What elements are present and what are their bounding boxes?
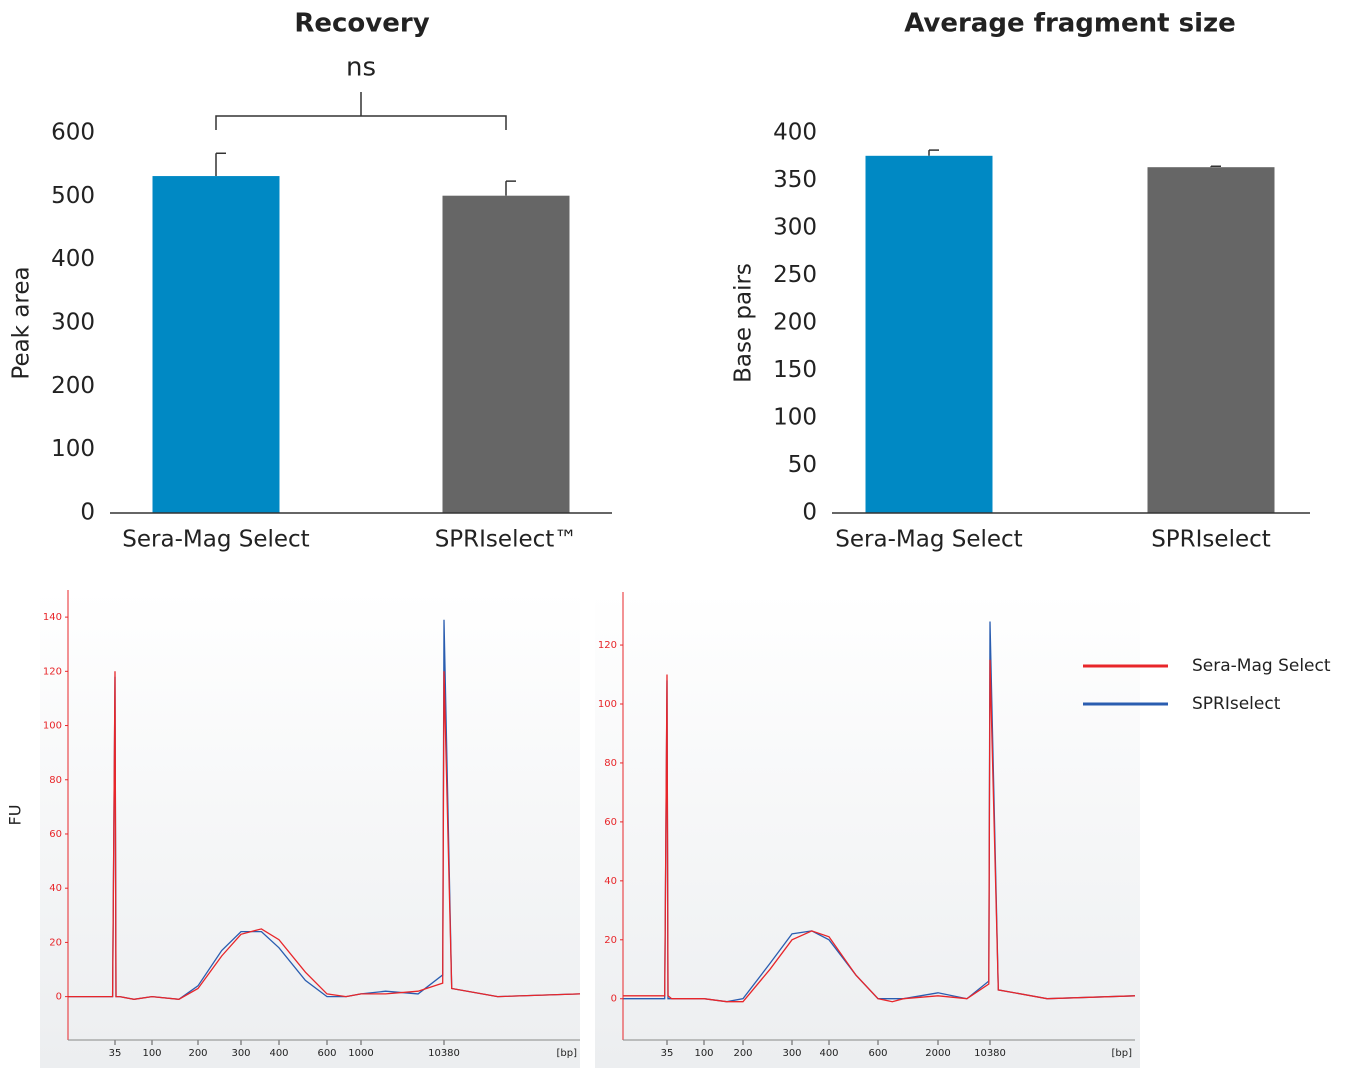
trace	[68, 671, 581, 1000]
x-tick-label: 600	[868, 1048, 887, 1059]
y-tick-label: 0	[80, 500, 95, 526]
trace	[623, 659, 1136, 1003]
y-tick-label: 100	[598, 699, 617, 710]
y-tick-label: 300	[51, 310, 95, 336]
x-tick-label: 200	[733, 1048, 752, 1059]
x-tick-label: 400	[269, 1048, 288, 1059]
y-tick-label: 50	[788, 452, 817, 478]
bar	[442, 195, 570, 513]
x-axis-label: [bp]	[1112, 1048, 1133, 1059]
x-tick-label: 10380	[974, 1048, 1006, 1059]
y-tick-label: 140	[43, 612, 62, 623]
y-tick-label: 350	[773, 167, 817, 193]
y-tick-label: 400	[51, 246, 95, 272]
x-tick-label: 10380	[428, 1048, 460, 1059]
y-tick-label: 100	[773, 405, 817, 431]
y-tick-label: 0	[611, 994, 617, 1005]
x-tick-label: Sera-Mag Select	[835, 527, 1022, 553]
plot-background	[595, 592, 1140, 1068]
y-tick-label: 120	[598, 640, 617, 651]
plot-background	[40, 590, 580, 1068]
chart-title: Average fragment size	[904, 9, 1236, 39]
x-tick-label: 1000	[348, 1048, 373, 1059]
y-tick-label: 150	[773, 357, 817, 383]
y-tick-label: 80	[604, 758, 617, 769]
y-tick-label: 120	[43, 666, 62, 677]
y-tick-label: 40	[604, 876, 617, 887]
bar	[152, 176, 280, 514]
y-tick-label: 80	[49, 775, 62, 786]
chart-title: Recovery	[294, 9, 429, 39]
x-tick-label: 100	[694, 1048, 713, 1059]
y-tick-label: 20	[604, 935, 617, 946]
x-tick-label: 300	[782, 1048, 801, 1059]
y-tick-label: 300	[773, 215, 817, 241]
y-tick-label: 60	[49, 829, 62, 840]
y-axis-label: Base pairs	[731, 263, 757, 383]
y-tick-label: 20	[49, 937, 62, 948]
legend-label: Sera-Mag Select	[1192, 656, 1331, 676]
y-tick-label: 100	[51, 436, 95, 462]
y-tick-label: 60	[604, 817, 617, 828]
y-tick-label: 200	[773, 310, 817, 336]
x-tick-label: SPRIselect™	[435, 527, 578, 553]
x-tick-label: Sera-Mag Select	[122, 527, 309, 553]
x-tick-label: 400	[819, 1048, 838, 1059]
y-tick-label: 400	[773, 120, 817, 146]
bar	[1147, 167, 1275, 513]
x-tick-label: 35	[661, 1048, 674, 1059]
x-tick-label: 200	[188, 1048, 207, 1059]
x-tick-label: 35	[109, 1048, 122, 1059]
bar	[865, 155, 993, 514]
legend-label: SPRIselect	[1192, 694, 1281, 714]
x-axis-label: [bp]	[557, 1048, 578, 1059]
y-tick-label: 0	[56, 992, 62, 1003]
y-tick-label: 200	[51, 373, 95, 399]
y-tick-label: 100	[43, 721, 62, 732]
y-tick-label: 250	[773, 262, 817, 288]
y-axis-label: Peak area	[9, 266, 35, 379]
significance-label: ns	[346, 53, 376, 83]
y-tick-label: 40	[49, 883, 62, 894]
y-axis-label: FU	[6, 805, 25, 826]
y-tick-label: 600	[51, 120, 95, 146]
x-tick-label: 600	[317, 1048, 336, 1059]
y-tick-label: 0	[802, 500, 817, 526]
x-tick-label: 300	[231, 1048, 250, 1059]
x-tick-label: 2000	[925, 1048, 950, 1059]
x-tick-label: SPRIselect	[1151, 527, 1271, 553]
significance-bracket	[215, 92, 507, 130]
x-tick-label: 100	[142, 1048, 161, 1059]
y-tick-label: 500	[51, 183, 95, 209]
